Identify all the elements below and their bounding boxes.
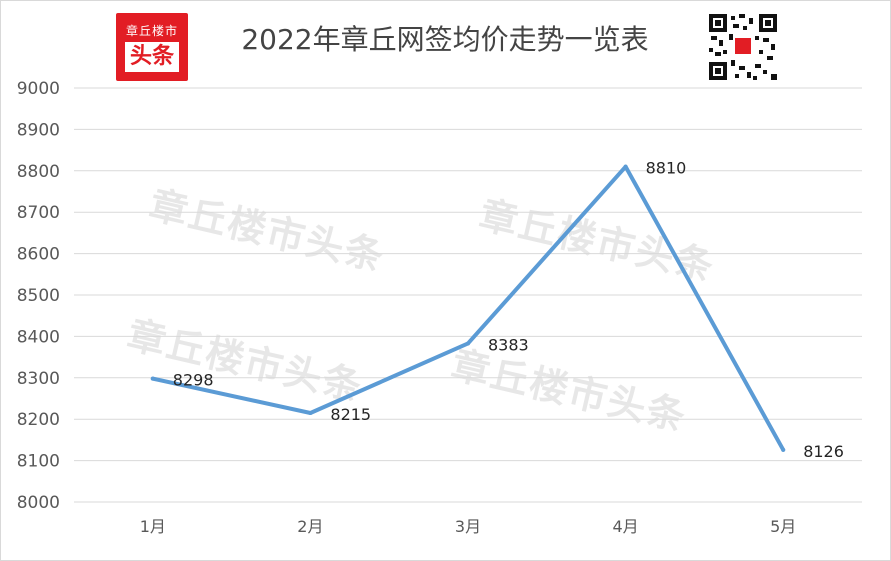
y-tick-label: 9000 [17, 79, 60, 99]
data-point [150, 376, 155, 381]
qr-code-icon [707, 12, 779, 82]
logo-bottom-text: 头条 [125, 42, 179, 72]
data-label: 8298 [173, 371, 214, 390]
y-tick-label: 8300 [17, 369, 60, 389]
y-tick-label: 8000 [17, 493, 60, 513]
y-tick-label: 8400 [17, 327, 60, 347]
x-tick-label: 3月 [455, 517, 481, 536]
brand-logo: 章丘楼市 头条 [116, 13, 188, 81]
y-tick-label: 8200 [17, 410, 60, 430]
y-tick-label: 8500 [17, 286, 60, 306]
y-tick-label: 8900 [17, 120, 60, 140]
y-tick-label: 8600 [17, 245, 60, 265]
x-tick-label: 2月 [297, 517, 323, 536]
data-label: 8383 [488, 335, 529, 354]
series-line [150, 164, 786, 452]
logo-top-text: 章丘楼市 [125, 24, 178, 38]
data-point [466, 341, 470, 346]
data-label: 8810 [646, 159, 687, 178]
data-point [781, 447, 786, 452]
data-point [308, 410, 313, 415]
x-tick-label: 1月 [140, 517, 166, 536]
data-label: 8126 [803, 442, 844, 461]
data-point [623, 164, 628, 169]
chart-title: 2022年章丘网签均价走势一览表 [241, 23, 649, 56]
data-label: 8215 [330, 405, 371, 424]
y-tick-label: 8100 [17, 452, 60, 472]
x-tick-label: 4月 [613, 517, 639, 536]
y-tick-label: 8800 [17, 162, 60, 182]
x-tick-label: 5月 [770, 517, 796, 536]
y-tick-label: 8700 [17, 203, 60, 223]
